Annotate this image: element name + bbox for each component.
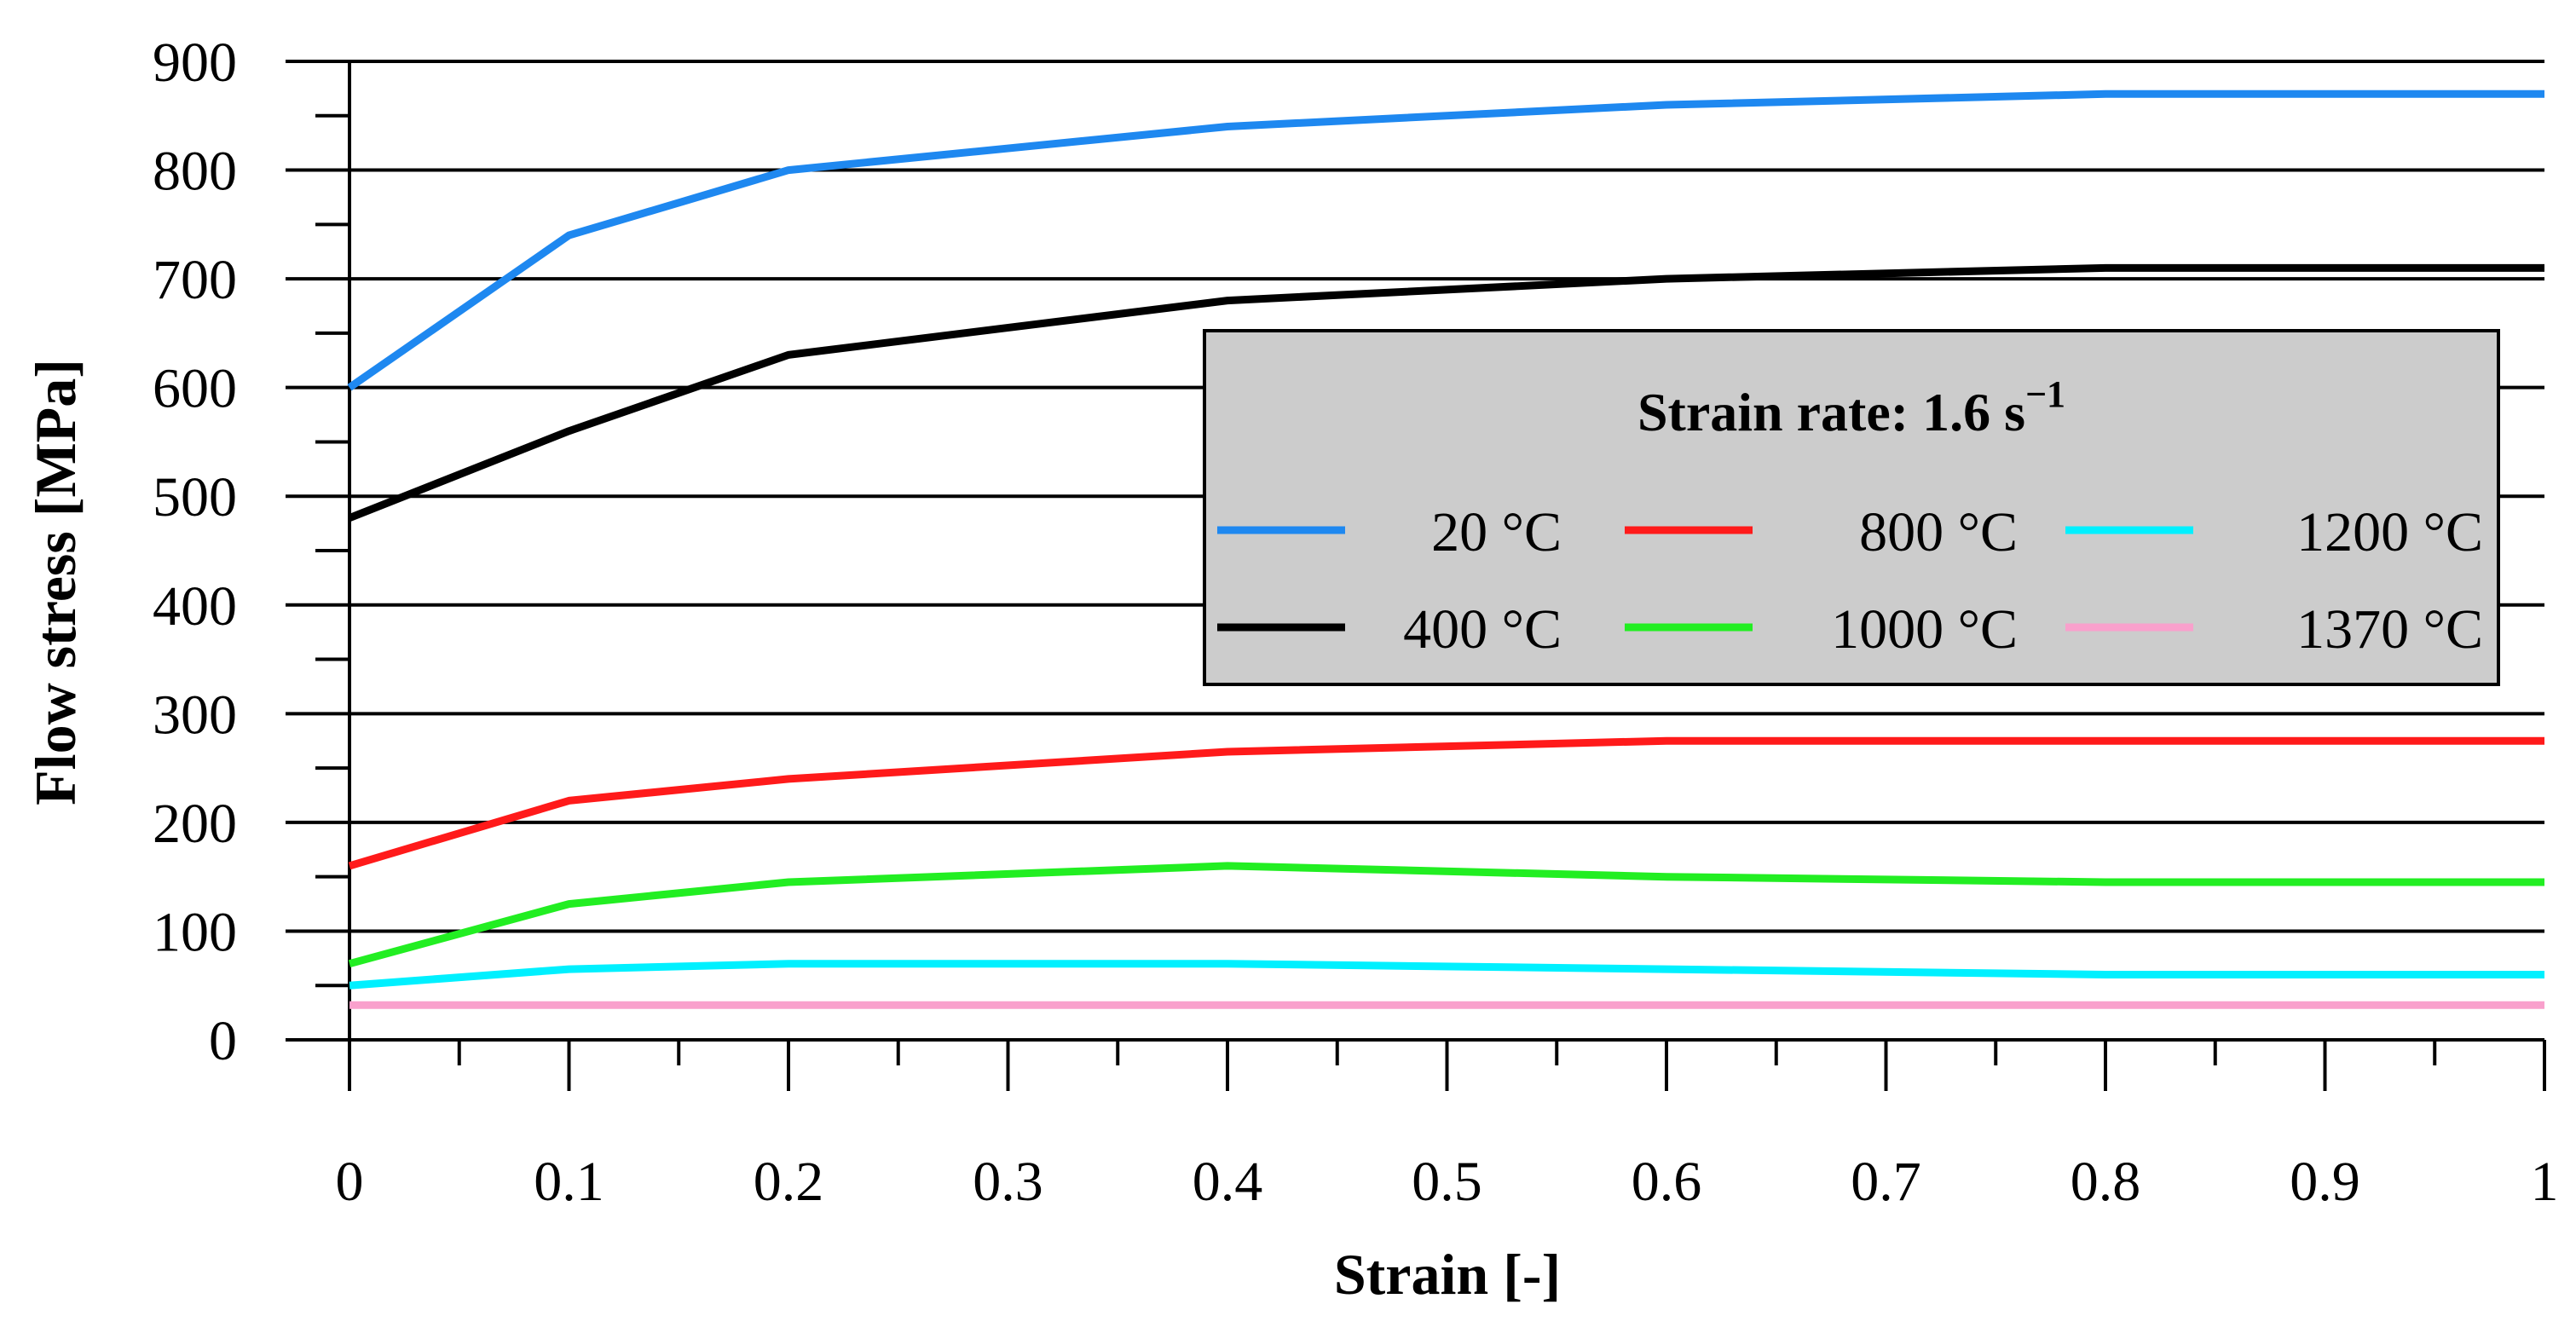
x-tick-label: 1 bbox=[2531, 1151, 2559, 1213]
legend-label: 400 °C bbox=[1403, 598, 1562, 661]
series-line-400c bbox=[348, 263, 2544, 522]
y-tick-label: 500 bbox=[153, 466, 237, 528]
legend-entry: 1000 °C bbox=[1625, 598, 2018, 661]
series-lines bbox=[347, 89, 2544, 1009]
legend-entry: 400 °C bbox=[1217, 598, 1562, 661]
y-tick-label: 0 bbox=[209, 1010, 237, 1072]
x-tick-label: 0.5 bbox=[1412, 1151, 1482, 1213]
x-tick-label: 0.8 bbox=[2071, 1151, 2141, 1213]
series-line-800c bbox=[348, 736, 2544, 870]
legend-title-text: Strain rate: 1.6 s bbox=[1637, 382, 2025, 442]
y-tick-label: 600 bbox=[153, 358, 237, 420]
legend-title-exponent: −1 bbox=[2025, 373, 2065, 415]
y-tick-label: 800 bbox=[153, 141, 237, 203]
x-tick-label: 0.7 bbox=[1851, 1151, 1921, 1213]
legend-label: 1370 °C bbox=[2296, 598, 2483, 661]
y-tick-label: 900 bbox=[153, 32, 237, 94]
legend-label: 1000 °C bbox=[1831, 598, 2018, 661]
x-tick-label: 0.6 bbox=[1632, 1151, 1702, 1213]
legend-entry: 20 °C bbox=[1217, 501, 1562, 563]
x-axis-title: Strain [-] bbox=[1334, 1242, 1561, 1307]
legend-entry: 1200 °C bbox=[2065, 501, 2483, 563]
x-tick-label: 0.1 bbox=[534, 1151, 604, 1213]
x-tick-label: 0.4 bbox=[1193, 1151, 1263, 1213]
x-tick-label: 0 bbox=[336, 1151, 364, 1213]
tick-labels: 0 100 200 300 400 500 600 700 800 900 0 0.1 0.2 0.3 0.… bbox=[153, 32, 2559, 1213]
y-tick-label: 100 bbox=[153, 901, 237, 963]
x-tick-label: 0.9 bbox=[2290, 1151, 2360, 1213]
legend-items: 20 °C 400 °C 800 °C 1000 °C 1200 °C 1370 °C bbox=[1217, 501, 2483, 661]
y-tick-label: 400 bbox=[153, 575, 237, 638]
legend-entry: 800 °C bbox=[1625, 501, 2018, 563]
legend-label: 1200 °C bbox=[2296, 501, 2483, 563]
x-tick-label: 0.3 bbox=[973, 1151, 1043, 1213]
legend-title: Strain rate: 1.6 s−1 bbox=[1637, 373, 2065, 442]
axes bbox=[315, 61, 2546, 1091]
legend-entry: 1370 °C bbox=[2065, 598, 2483, 661]
y-axis-title: Flow stress [MPa] bbox=[23, 359, 88, 805]
series-line-20c bbox=[347, 89, 2544, 391]
series-line-1000c bbox=[348, 862, 2544, 968]
y-tick-label: 700 bbox=[153, 249, 237, 311]
legend: Strain rate: 1.6 s−1 20 °C 400 °C 800 °C 10… bbox=[1203, 329, 2500, 686]
legend-label: 800 °C bbox=[1859, 501, 2018, 563]
series-line-1200c bbox=[349, 960, 2544, 990]
y-tick-label: 200 bbox=[153, 793, 237, 855]
x-tick-label: 0.2 bbox=[754, 1151, 824, 1213]
legend-label: 20 °C bbox=[1431, 501, 1562, 563]
legend-box bbox=[1203, 329, 2500, 686]
y-tick-label: 300 bbox=[153, 684, 237, 746]
